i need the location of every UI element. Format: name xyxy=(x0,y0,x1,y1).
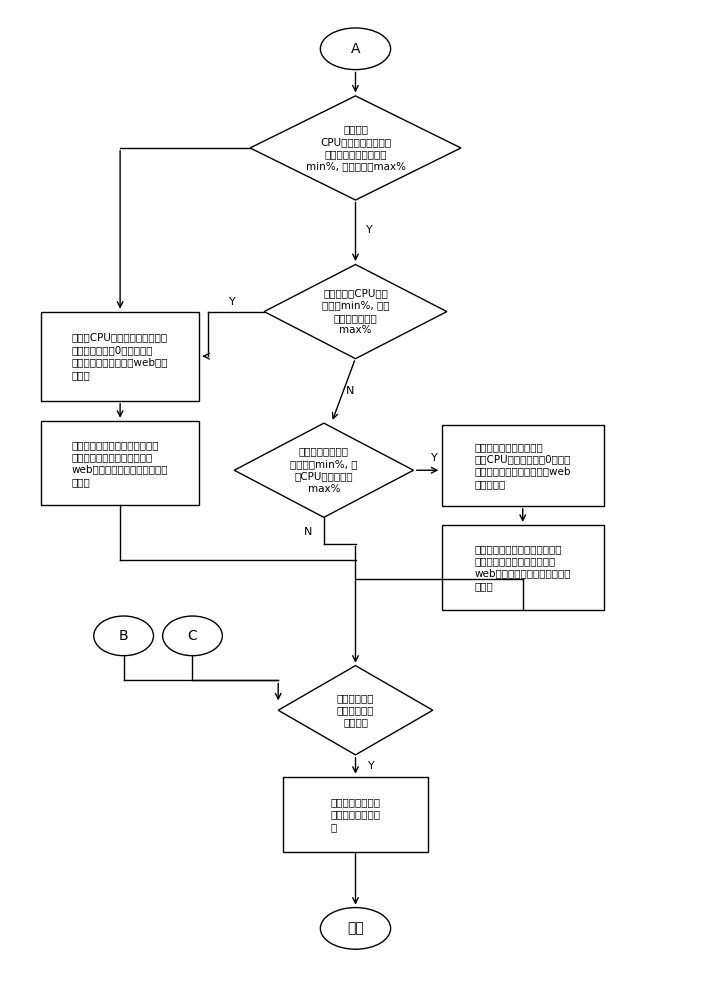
Text: 断是否平均CPU利用
率小于min%, 平均
内存使用率大于
max%: 断是否平均CPU利用 率小于min%, 平均 内存使用率大于 max% xyxy=(322,288,389,335)
Text: 判断平均
CPU利用率和平均内存
使用率是否有一项小于
min%, 另一项大于max%: 判断平均 CPU利用率和平均内存 使用率是否有一项小于 min%, 另一项大于m… xyxy=(306,124,405,172)
Text: Y: Y xyxy=(366,225,373,235)
Text: 如果运行的所有宿主机上的剩余
资源不足以创建一台新的虚拟
web应用服务器，则发送开宿主
机消息: 如果运行的所有宿主机上的剩余 资源不足以创建一台新的虚拟 web应用服务器，则发… xyxy=(474,544,571,591)
Text: C: C xyxy=(188,629,198,643)
Text: Y: Y xyxy=(368,761,374,771)
Text: Y: Y xyxy=(229,297,236,307)
Text: 则按照内存与初始规格相
同，CPU为初始规格的0倍，在
宿主机上创建一台新的虚拟web
应用服务器: 则按照内存与初始规格相 同，CPU为初始规格的0倍，在 宿主机上创建一台新的虚拟… xyxy=(474,442,571,489)
Text: 如果运行的所有宿主机上的剩余
资源不足以创建一台新的虚拟
web应用服务器，则发送开宿主
机消息: 如果运行的所有宿主机上的剩余 资源不足以创建一台新的虚拟 web应用服务器，则发… xyxy=(72,440,169,487)
Text: 断是否接收到
开启或关闭宿
主机信号: 断是否接收到 开启或关闭宿 主机信号 xyxy=(337,693,374,728)
Text: N: N xyxy=(304,527,312,537)
Text: 根据收到的信息进
行开启或关闭宿主
机: 根据收到的信息进 行开启或关闭宿主 机 xyxy=(331,797,380,832)
Text: 则按照CPU与初始规格相同、内
存为初始规格的0倍，在宿主
机上创建一台新的虚拟web应用
服务器: 则按照CPU与初始规格相同、内 存为初始规格的0倍，在宿主 机上创建一台新的虚拟… xyxy=(72,333,169,380)
Text: N: N xyxy=(346,386,354,396)
Text: 断是否平均内存使
用率小于min%, 平
均CPU利用率大于
max%: 断是否平均内存使 用率小于min%, 平 均CPU利用率大于 max% xyxy=(290,447,358,494)
Text: 结束: 结束 xyxy=(347,921,364,935)
Text: Y: Y xyxy=(431,453,437,463)
Text: B: B xyxy=(119,629,129,643)
Text: A: A xyxy=(351,42,360,56)
